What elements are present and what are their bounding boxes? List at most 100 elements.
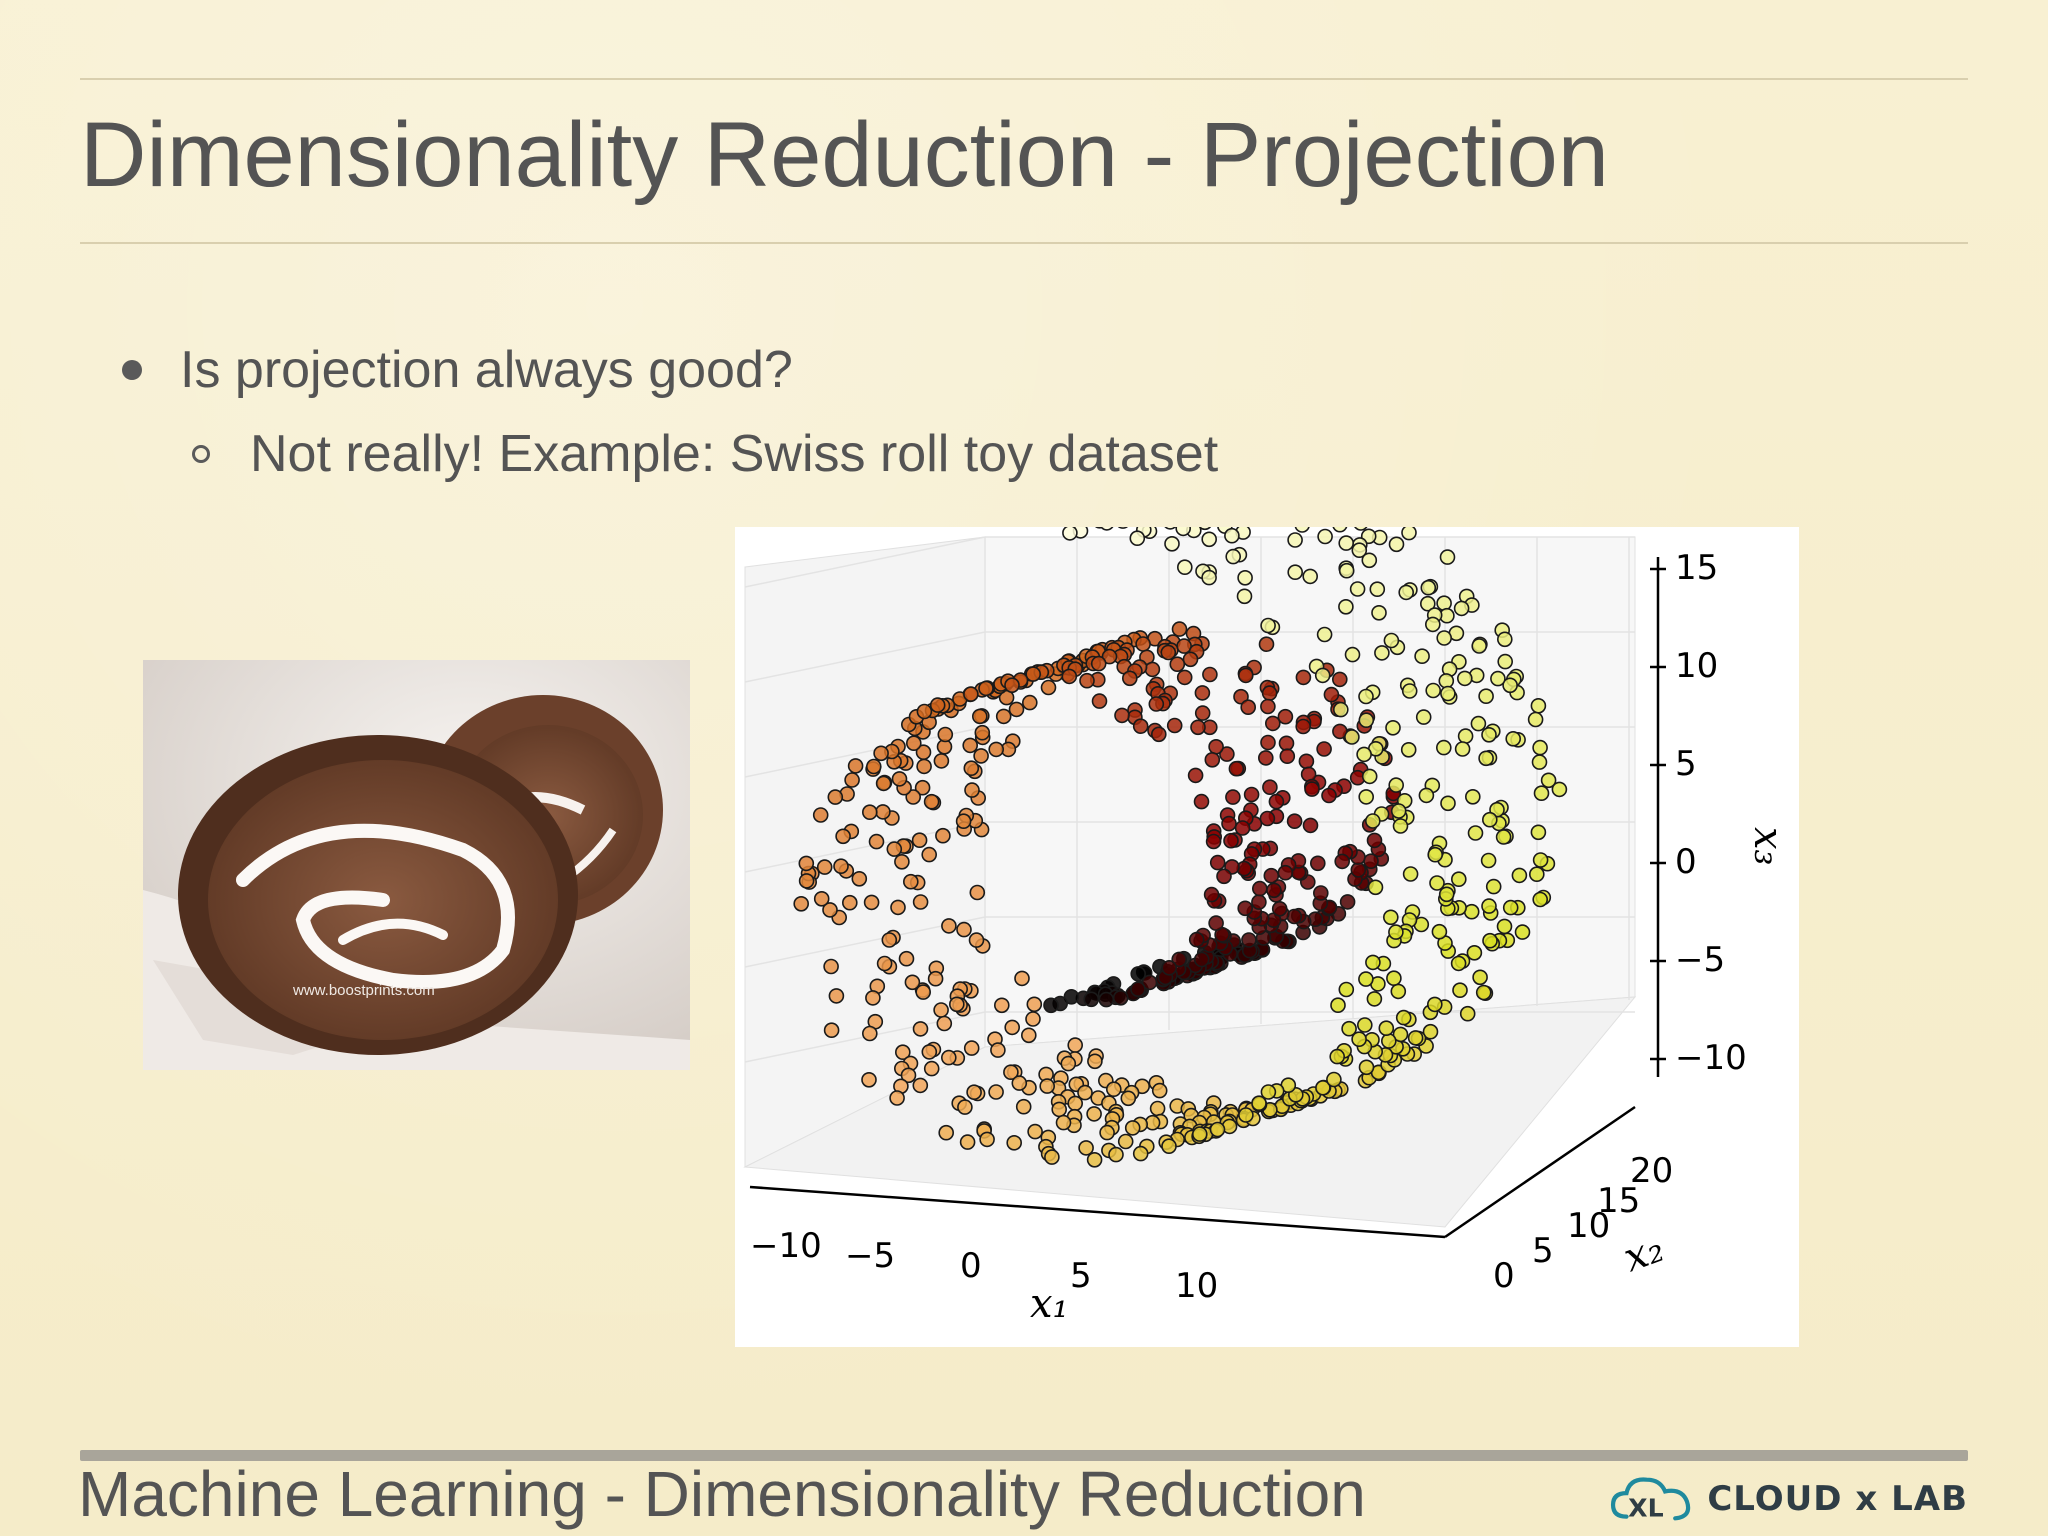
scatter-point [813,890,830,907]
scatter-point [956,921,972,938]
scatter-point [1420,579,1437,596]
scatter-point [1438,673,1455,689]
scatter-point [1087,1053,1103,1070]
scatter-point [1015,1098,1032,1115]
scatter-point [1011,1075,1028,1091]
scatter-point [978,680,994,697]
scatter-point [969,884,986,901]
scatter-point [1271,900,1288,917]
scatter-point [1040,679,1057,696]
scatter-point [1361,552,1378,569]
scatter-point [1438,886,1455,903]
scatter-point [988,741,1005,758]
scatter-point [1208,739,1224,755]
scatter-point [1008,701,1025,718]
scatter-point [1205,833,1222,850]
scatter-point [972,708,988,725]
scatter-point [905,789,921,805]
scatter-point [1497,653,1514,670]
scatter-point [1124,1120,1141,1136]
scatter-point [1358,688,1374,705]
scatter-point [1349,581,1366,597]
scatter-point [842,894,858,911]
scatter-point [1339,894,1356,910]
scatter-point [988,1084,1004,1100]
scatter-point [949,996,965,1013]
scatter-point [1062,527,1078,541]
scatter-point [1530,698,1547,714]
scatter-point [1294,527,1310,533]
x2-tick-label: 0 [1493,1256,1515,1296]
scatter-point [1350,862,1367,878]
x3-tick-label: −10 [1675,1038,1747,1078]
scatter-point [1262,779,1278,796]
scatter-point [968,932,985,948]
scatter-point [912,1021,929,1037]
scatter-point [1392,1026,1409,1043]
scatter-point [1025,666,1042,682]
scatter-point [1277,864,1294,881]
scatter-point [1055,1114,1072,1131]
scatter-point [921,1044,938,1060]
scatter-point [974,724,991,741]
scatter-point [1440,795,1456,812]
scatter-point [895,1044,911,1061]
scatter-point [1149,1100,1166,1117]
scatter-point [1365,954,1381,971]
scatter-point [1100,527,1114,531]
scatter-point [937,726,954,743]
scatter-point [1354,527,1368,531]
scatter-point [1482,932,1498,949]
scatter-point [1194,685,1211,701]
scatter-point [1496,631,1513,648]
scatter-point [1105,1081,1122,1098]
scatter-point [898,950,915,967]
scatter-point [1532,891,1549,908]
scatter-point [1099,1124,1115,1141]
scatter-point [1332,701,1349,718]
scatter-point [1203,886,1220,903]
scatter-point [1374,645,1390,661]
scatter-point [1304,781,1320,797]
scatter-point [865,990,881,1006]
scatter-point [1472,969,1488,986]
scatter-point [929,697,946,713]
scatter-point [862,1025,878,1042]
scatter-point [966,1084,982,1101]
scatter-point [1453,600,1470,617]
scatter-point [1341,1020,1357,1037]
scatter-point [904,974,921,991]
scatter-point [1221,815,1237,832]
scatter-point [1260,1084,1277,1100]
scatter-point [1344,729,1360,745]
scatter-point [1358,712,1375,728]
scatter-point [1358,1059,1375,1076]
scatter-point [1316,626,1333,643]
scatter-point [955,813,972,830]
scatter-point [1260,698,1276,715]
scatter-point [1528,866,1545,883]
scatter-point [1260,617,1276,634]
scatter-point [1251,880,1268,897]
scatter-point [1286,908,1303,925]
scatter-point [1330,997,1346,1014]
scatter-point [1398,584,1415,601]
scatter-point [1141,974,1158,991]
scatter-point [1392,818,1409,834]
scatter-point [1086,1106,1102,1122]
scatter-point [912,1077,929,1094]
scatter-point [1241,932,1257,948]
scatter-point [1314,667,1331,684]
scatter-point [1169,656,1186,672]
scatter-point [1415,709,1432,725]
scatter-point [1079,672,1095,689]
scatter-point [1351,1031,1367,1048]
scatter-point [1258,636,1275,652]
scatter-point [862,804,878,821]
scatter-point [1238,1107,1254,1123]
scatter-point [1025,1011,1041,1027]
x1-tick-label: −5 [845,1236,895,1276]
scatter-point [923,793,940,810]
scatter-point [1481,898,1497,914]
